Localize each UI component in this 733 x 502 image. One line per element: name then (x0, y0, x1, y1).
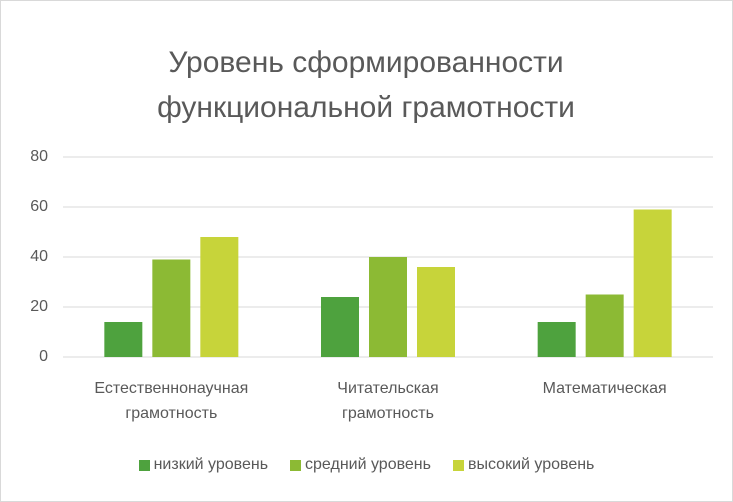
legend-swatch (290, 459, 302, 471)
x-tick-label: Читательская грамотность (337, 380, 439, 422)
bar (633, 209, 672, 357)
legend-swatch (138, 459, 150, 471)
bar (200, 237, 239, 357)
legend: низкий уровень средний уровень высокий уро… (0, 456, 733, 474)
x-tick-label: Математическая (542, 380, 667, 397)
legend-label: высокий уровень (467, 456, 595, 473)
bar (152, 259, 191, 357)
y-tick-label: 60 (30, 198, 48, 215)
y-tick-label: 40 (30, 248, 48, 265)
x-tick-label: Естественнонаучная грамотность (94, 380, 249, 422)
bar (417, 267, 455, 357)
bar (537, 322, 576, 357)
y-tick-label: 80 (30, 148, 48, 165)
bar (104, 322, 143, 357)
bar (369, 257, 407, 357)
legend-label: средний уровень (305, 456, 431, 473)
y-tick-label: 20 (30, 298, 48, 315)
y-tick-label: 0 (39, 348, 48, 365)
chart-title: Уровень сформированности функциональной … (157, 46, 575, 124)
legend-label: низкий уровень (153, 456, 269, 473)
legend-item: высокий уровень (452, 456, 595, 474)
bar (321, 297, 359, 357)
legend-item: низкий уровень (138, 456, 269, 474)
bar (585, 294, 624, 357)
legend-swatch (452, 459, 464, 471)
legend-item: средний уровень (290, 456, 431, 474)
